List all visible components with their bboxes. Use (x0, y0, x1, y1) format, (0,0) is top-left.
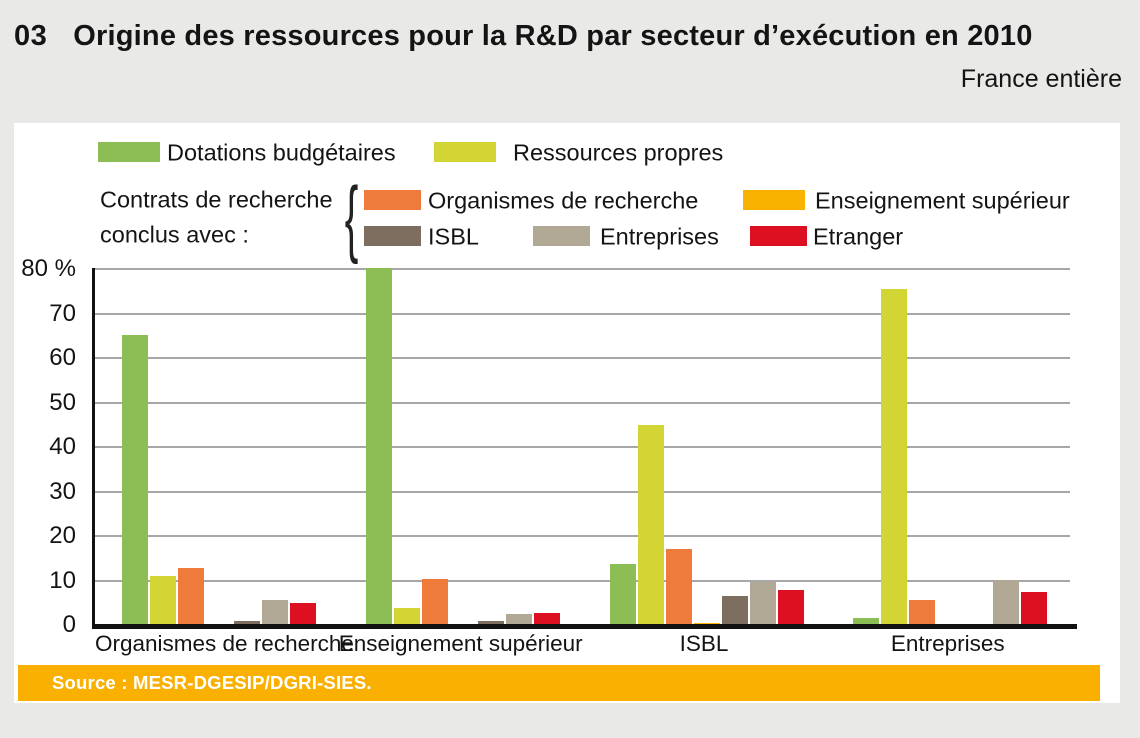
bar-3-5 (721, 595, 748, 624)
bar-2-6 (505, 614, 532, 624)
chart-panel: Dotations budgétaires Ressources propres… (14, 123, 1120, 703)
x-axis-label: Organismes de recherche (95, 631, 354, 656)
chart-title: Origine des ressources pour la R&D par s… (73, 20, 1033, 52)
legend-swatch-contrats-isbl (364, 226, 421, 246)
y-tick-label: 80 % (21, 255, 76, 282)
legend-label-dotations-budgetaires: Dotations budgétaires (167, 139, 396, 166)
bar-2-2 (393, 607, 420, 624)
gridline (95, 535, 1070, 537)
gridline (95, 446, 1070, 448)
gridline (95, 312, 1070, 315)
bar-4-1 (853, 617, 880, 624)
bar-3-7 (777, 589, 804, 624)
legend-label-contrats-organismes: Organismes de recherche (428, 187, 699, 214)
legend-swatch-contrats-enseignement-superieur (743, 190, 805, 210)
source-text: Source : MESR-DGESIP/DGRI-SIES. (52, 672, 372, 693)
title-row: 03 Origine des ressources pour la R&D pa… (14, 20, 1122, 53)
chart-subtitle: France entière (960, 65, 1122, 93)
bar-4-2 (881, 289, 908, 624)
x-axis-line (92, 624, 1077, 629)
legend-contracts-prefix-line1: Contrats de recherche (100, 186, 333, 213)
legend-contracts-prefix-line2: conclus avec : (100, 221, 249, 248)
gridline (95, 490, 1070, 493)
y-tick-label: 10 (49, 566, 76, 594)
y-tick-label: 70 (49, 299, 76, 327)
y-tick-label: 50 (49, 388, 76, 416)
legend-label-ressources-propres: Ressources propres (513, 139, 724, 166)
chart-header: 03 Origine des ressources pour la R&D pa… (14, 20, 1122, 94)
bar-1-7 (290, 603, 316, 624)
y-tick-label: 20 (49, 522, 76, 549)
gridline (95, 268, 1070, 270)
bar-1-1 (122, 334, 148, 624)
y-tick-label: 40 (49, 433, 76, 460)
x-axis-label: Enseignement supérieur (338, 631, 583, 656)
figure-number: 03 (14, 20, 48, 52)
bar-2-3 (421, 579, 448, 624)
legend-swatch-dotations-budgetaires (98, 142, 160, 162)
source-bar: Source : MESR-DGESIP/DGRI-SIES. (18, 665, 1100, 701)
legend-label-contrats-entreprises: Entreprises (600, 223, 719, 250)
bar-1-5 (234, 620, 260, 624)
y-tick-label: 0 (62, 611, 76, 638)
bar-4-6 (993, 580, 1020, 624)
brace-icon: { (344, 169, 359, 265)
legend-label-contrats-etranger: Etranger (813, 223, 904, 250)
y-tick-label: 60 (49, 344, 76, 371)
bar-4-3 (909, 599, 936, 624)
bar-1-2 (150, 575, 176, 624)
bar-3-3 (665, 549, 692, 624)
legend-swatch-contrats-entreprises (533, 226, 590, 246)
bar-1-3 (178, 567, 204, 624)
x-axis-label: ISBL (679, 631, 729, 656)
gridline (95, 357, 1070, 359)
bar-3-4 (693, 622, 720, 624)
bar-4-7 (1021, 592, 1048, 624)
bar-3-2 (637, 424, 664, 624)
plot-area (92, 268, 1077, 629)
y-tick-label: 30 (49, 477, 76, 505)
legend-swatch-contrats-etranger (750, 226, 807, 246)
y-axis-line (92, 268, 95, 628)
bar-2-1 (365, 268, 392, 624)
bar-1-6 (262, 600, 288, 624)
legend-label-contrats-enseignement-superieur: Enseignement supérieur (815, 187, 1070, 214)
legend-label-contrats-isbl: ISBL (428, 223, 479, 250)
bar-3-6 (749, 582, 776, 624)
bar-2-5 (477, 621, 504, 624)
gridline (95, 579, 1070, 582)
bar-3-1 (609, 564, 636, 624)
legend-swatch-ressources-propres (434, 142, 496, 162)
bar-2-7 (533, 612, 560, 624)
gridline (95, 401, 1070, 404)
legend-swatch-contrats-organismes (364, 190, 421, 210)
x-axis-label: Entreprises (890, 631, 1005, 656)
